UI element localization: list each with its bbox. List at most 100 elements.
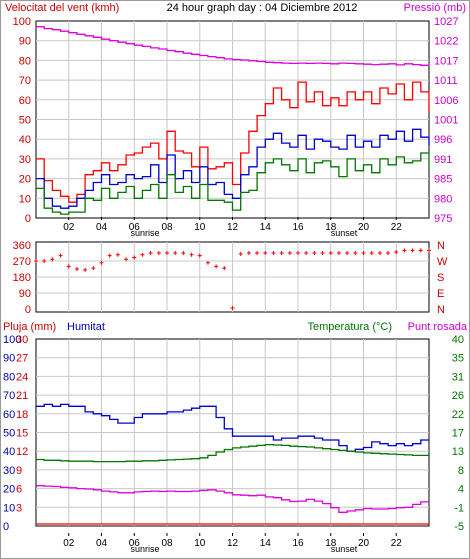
direction-point bbox=[156, 251, 161, 255]
direction-ytick-label: 270 bbox=[13, 256, 31, 268]
rain-ytick-label: 3 bbox=[16, 502, 22, 514]
direction-ytick-label: 360 bbox=[13, 240, 31, 252]
hour-tick-label-3: 02 bbox=[63, 538, 75, 549]
temperature-ytick-label: 4 bbox=[458, 484, 464, 496]
direction-point bbox=[148, 251, 153, 255]
hour-tick-label-3: 22 bbox=[391, 538, 403, 549]
temperature-ytick-label: 17 bbox=[452, 428, 464, 440]
temperature-ytick-label: 31 bbox=[452, 371, 464, 383]
sunrise-label-3: sunrise bbox=[130, 544, 159, 554]
series-avg-line bbox=[36, 128, 430, 209]
direction-point bbox=[238, 251, 243, 256]
temperature-ytick-label: -5 bbox=[454, 521, 464, 533]
humidity-axis-title: Humitat bbox=[67, 321, 105, 333]
direction-point bbox=[107, 253, 112, 258]
direction-point bbox=[418, 248, 423, 253]
pressure-ytick-label: 1011 bbox=[434, 75, 458, 87]
sunrise-label-1: sunrise bbox=[130, 228, 159, 238]
direction-point bbox=[336, 251, 341, 255]
temperature-ytick-label: 8 bbox=[458, 465, 464, 477]
hour-tick-label-3: 12 bbox=[227, 538, 239, 549]
hour-tick-label-3: 14 bbox=[260, 538, 272, 549]
direction-point bbox=[181, 251, 186, 255]
series-pressure-line bbox=[36, 26, 430, 66]
rain-ytick-label: 24 bbox=[16, 371, 28, 383]
direction-point bbox=[279, 251, 284, 255]
direction-point bbox=[345, 251, 350, 255]
direction-point bbox=[165, 251, 169, 255]
humidity-ytick-label: 60 bbox=[3, 409, 15, 421]
direction-ytick-label: 0 bbox=[25, 304, 31, 316]
direction-point bbox=[369, 251, 374, 255]
direction-point bbox=[394, 250, 399, 255]
temperature-ytick-label: 40 bbox=[452, 334, 464, 346]
direction-point bbox=[361, 251, 366, 255]
series-min-line bbox=[36, 152, 430, 215]
direction-point bbox=[173, 251, 178, 255]
direction-point bbox=[410, 248, 415, 253]
humidity-ytick-label: 90 bbox=[3, 353, 15, 365]
humidity-ytick-label: 0 bbox=[3, 521, 9, 533]
wind-ytick-label: 40 bbox=[19, 134, 31, 146]
pressure-ytick-label: 1001 bbox=[434, 115, 458, 127]
direction-point bbox=[124, 257, 129, 262]
sunset-label-3: sunset bbox=[331, 544, 358, 554]
humidity-ytick-label: 80 bbox=[3, 371, 15, 383]
direction-point bbox=[271, 251, 276, 255]
humidity-ytick-label: 10 bbox=[3, 502, 15, 514]
humidity-ytick-label: 40 bbox=[3, 446, 15, 458]
wind-ytick-label: 10 bbox=[19, 193, 31, 205]
pressure-axis-title: Pressió (mb) bbox=[404, 2, 466, 14]
temperature-ytick-label: 22 bbox=[452, 409, 464, 421]
direction-point bbox=[205, 260, 210, 265]
humidity-ytick-label: 100 bbox=[3, 334, 21, 346]
hour-tick-label-1: 16 bbox=[292, 222, 304, 233]
hour-tick-label-1: 14 bbox=[260, 222, 272, 233]
pressure-ytick-label: 980 bbox=[434, 193, 452, 205]
temperature-ytick-label: 26 bbox=[452, 390, 464, 402]
series-humidity-line bbox=[36, 403, 429, 452]
pressure-ytick-label: 975 bbox=[434, 213, 452, 225]
pressure-ytick-label: 991 bbox=[434, 154, 452, 166]
chart-title: 24 hour graph day : 04 Diciembre 2012 bbox=[167, 2, 358, 14]
wind-ytick-label: 0 bbox=[25, 213, 31, 225]
direction-point bbox=[386, 251, 391, 255]
pressure-ytick-label: 1006 bbox=[434, 95, 458, 107]
direction-point bbox=[58, 253, 63, 258]
humidity-ytick-label: 50 bbox=[3, 428, 15, 440]
wind-ytick-label: 20 bbox=[19, 174, 31, 186]
direction-point bbox=[287, 251, 292, 255]
rain-ytick-label: 21 bbox=[16, 390, 28, 402]
hour-tick-label-3: 10 bbox=[194, 538, 206, 549]
wind-ytick-label: 30 bbox=[19, 154, 31, 166]
dewpoint-axis-title: Punt rosada bbox=[408, 321, 468, 333]
direction-point bbox=[304, 251, 309, 255]
rain-axis-title: Pluja (mm) bbox=[3, 321, 56, 333]
direction-point bbox=[115, 252, 120, 257]
direction-point bbox=[74, 267, 79, 271]
hour-tick-label-1: 02 bbox=[63, 222, 75, 233]
direction-point bbox=[255, 251, 260, 255]
hour-tick-label-1: 18 bbox=[325, 222, 337, 233]
rain-ytick-label: 12 bbox=[16, 446, 28, 458]
series-temperature-line bbox=[36, 443, 429, 463]
wind-ytick-label: 90 bbox=[19, 36, 31, 48]
wind-ytick-label: 60 bbox=[19, 95, 31, 107]
wind-ytick-label: 50 bbox=[19, 115, 31, 127]
direction-point bbox=[214, 264, 219, 269]
direction-point bbox=[246, 251, 251, 255]
hour-tick-label-1: 10 bbox=[194, 222, 206, 233]
series-dewpoint-line bbox=[36, 485, 429, 513]
pressure-ytick-label: 1022 bbox=[434, 36, 458, 48]
direction-point bbox=[140, 252, 145, 257]
direction-point bbox=[91, 266, 96, 271]
sunset-label-1: sunset bbox=[331, 228, 358, 238]
direction-point bbox=[377, 251, 382, 255]
direction-point bbox=[99, 260, 104, 265]
direction-point bbox=[83, 267, 88, 272]
series-gust-line bbox=[36, 81, 430, 203]
wind-axis-title: Velocitat del vent (kmh) bbox=[5, 2, 119, 14]
hour-tick-label-1: 04 bbox=[96, 222, 108, 233]
rain-ytick-label: 27 bbox=[16, 353, 28, 365]
